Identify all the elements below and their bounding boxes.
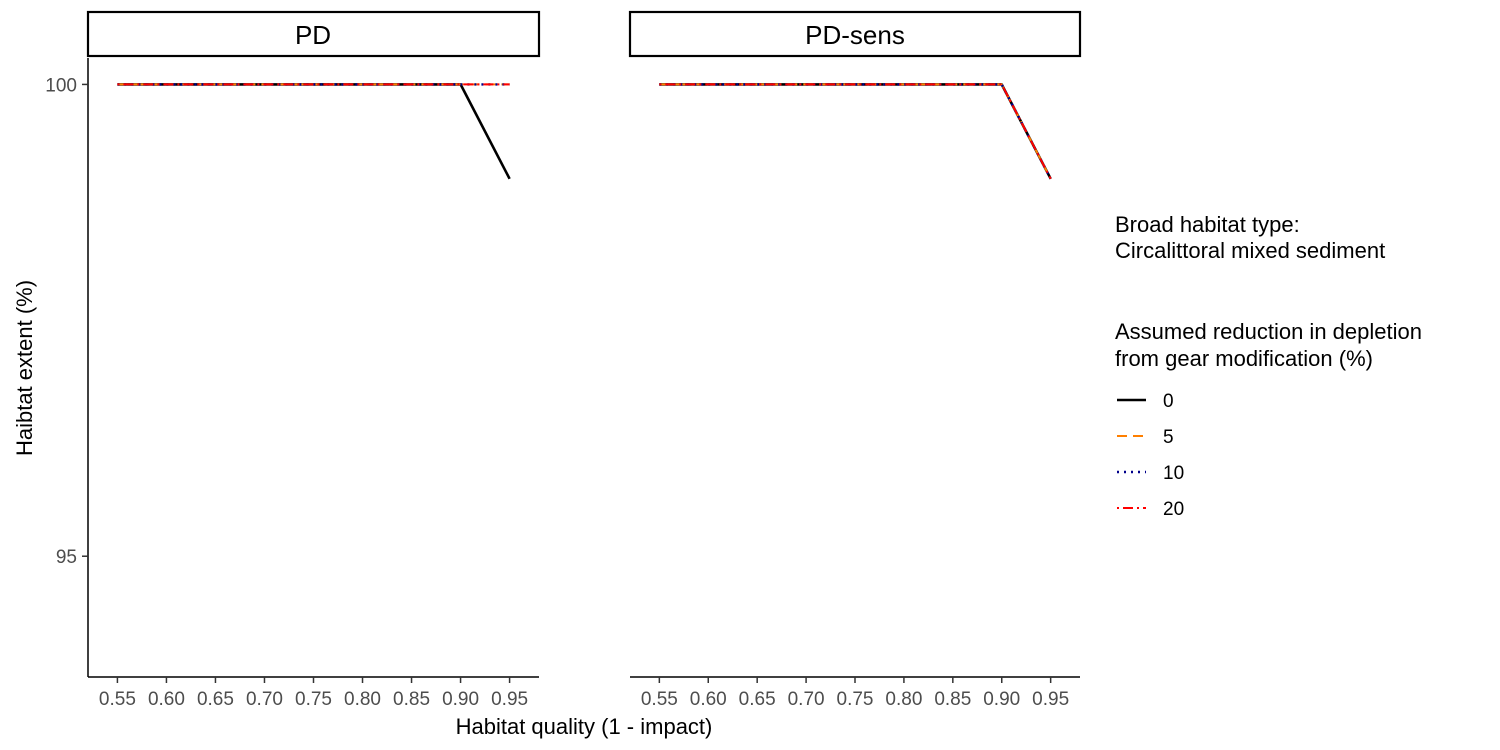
axis-ticks: 0.55 0.60 0.65 0.70 0.75 0.80 0.85 0.90 0.95 [99, 677, 528, 710]
legend-label-0: 0 [1163, 391, 1174, 412]
facet-label-pd-sens: PD-sens [805, 20, 905, 50]
series-line-20 [659, 83, 1052, 180]
x-tick-label: 0.80 [885, 689, 922, 710]
x-tick-label: 0.85 [393, 689, 430, 710]
x-tick-label: 0.90 [983, 689, 1020, 710]
series-lines [659, 83, 1052, 180]
legend-label-10: 10 [1163, 463, 1184, 484]
y-tick-label: 100 [45, 75, 77, 96]
x-tick-label: 0.80 [344, 689, 381, 710]
x-tick-label: 0.55 [99, 689, 136, 710]
legend-label-5: 5 [1163, 427, 1174, 448]
axis-ticks: 0.55 0.60 0.65 0.70 0.75 0.80 0.85 0.90 0.95 [641, 677, 1069, 710]
legend-subtitle-value: Circalittoral mixed sediment [1115, 238, 1385, 263]
x-tick-label: 0.70 [788, 689, 825, 710]
legend-label-20: 20 [1163, 499, 1184, 520]
legend-title-line1: Assumed reduction in depletion [1115, 319, 1422, 344]
series-lines [117, 83, 511, 180]
facet-label-pd: PD [295, 20, 331, 50]
facet-panel-pd-sens: PD-sens 0.55 0.60 0.65 0.70 0.75 0.80 0.85 0.90… [628, 10, 1082, 710]
facet-strip-pd [86, 10, 541, 58]
y-axis-ticks: 95 100 [45, 75, 88, 568]
x-tick-label: 0.55 [641, 689, 678, 710]
x-tick-label: 0.65 [197, 689, 234, 710]
x-tick-label: 0.95 [491, 689, 528, 710]
x-tick-label: 0.85 [934, 689, 971, 710]
legend-items: 0 5 10 20 [1117, 391, 1184, 520]
x-tick-label: 0.70 [246, 689, 283, 710]
x-tick-label: 0.60 [690, 689, 727, 710]
facet-panel-pd: PD 0.55 0.60 0.65 0.70 0.75 0.80 0.85 0.90 0.95 [86, 10, 541, 710]
x-tick-label: 0.95 [1032, 689, 1069, 710]
legend: Broad habitat type: Circalittoral mixed … [1115, 212, 1422, 520]
x-tick-label: 0.65 [739, 689, 776, 710]
x-tick-label: 0.75 [295, 689, 332, 710]
legend-subtitle-label: Broad habitat type: [1115, 212, 1300, 237]
x-tick-label: 0.75 [837, 689, 874, 710]
x-axis-title: Habitat quality (1 - impact) [456, 714, 713, 739]
x-tick-label: 0.60 [148, 689, 185, 710]
series-line-0 [659, 83, 1052, 180]
series-line-0 [117, 83, 511, 180]
facet-strip-pd-sens [628, 10, 1082, 58]
legend-title-line2: from gear modification (%) [1115, 346, 1373, 371]
y-axis-title: Haibtat extent (%) [12, 280, 37, 456]
x-tick-label: 0.90 [442, 689, 479, 710]
series-line-5 [659, 83, 1052, 180]
series-line-10 [659, 83, 1052, 180]
y-tick-label: 95 [56, 547, 77, 568]
